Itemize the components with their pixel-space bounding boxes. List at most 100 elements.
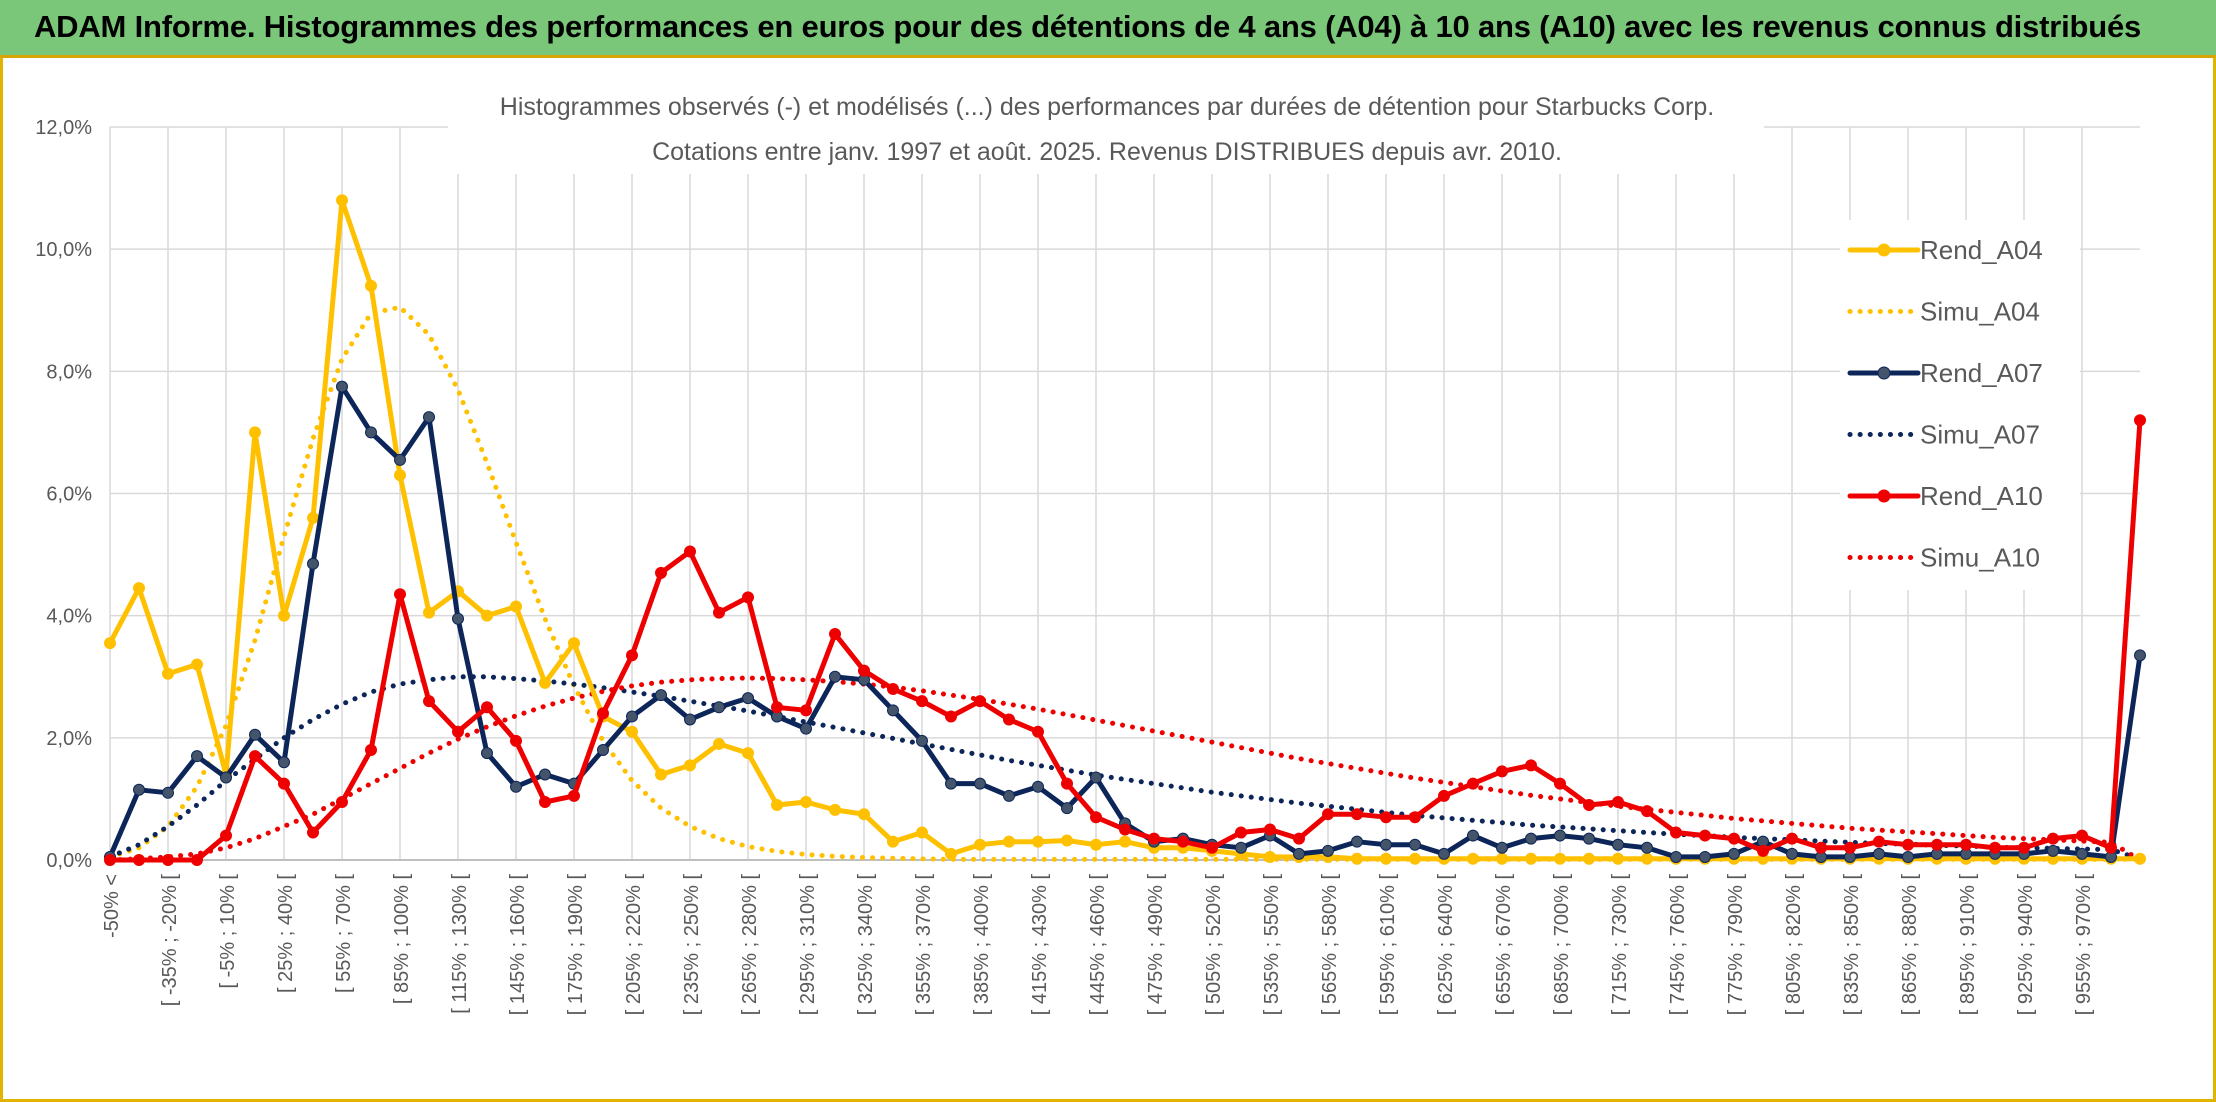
data-point (2134, 852, 2146, 865)
data-point (887, 835, 899, 848)
data-point (1670, 850, 1682, 863)
data-point (916, 826, 928, 839)
series-line-simu-a10 (107, 675, 2143, 863)
data-point (1467, 829, 1479, 842)
data-point (307, 826, 319, 839)
data-point (365, 426, 377, 439)
data-point (1380, 838, 1392, 851)
data-point (1641, 841, 1653, 854)
data-point (307, 557, 319, 570)
data-point (539, 795, 551, 808)
data-point (713, 701, 725, 714)
data-point (945, 847, 957, 860)
data-point (1815, 841, 1827, 854)
data-point (742, 747, 754, 760)
data-point (1032, 725, 1044, 738)
x-tick-label: [ 175% ; 190% [ (565, 874, 587, 1016)
data-point (1235, 841, 1247, 854)
data-point (858, 808, 870, 821)
legend-background (1840, 220, 2080, 590)
x-tick-label: [ 55% ; 70% [ (333, 874, 355, 993)
data-point (1496, 765, 1508, 778)
data-point (1090, 771, 1102, 784)
data-point (423, 606, 435, 619)
x-tick-label: [ 475% ; 490% [ (1145, 874, 1167, 1016)
data-point (510, 600, 522, 613)
x-tick-label: [ 205% ; 220% [ (623, 874, 645, 1016)
data-point (1873, 847, 1885, 860)
data-point (1989, 841, 2001, 854)
title-background (448, 82, 1764, 174)
x-tick-label: [ 715% ; 730% [ (1609, 874, 1631, 1016)
data-point (2105, 841, 2117, 854)
data-point (249, 426, 261, 439)
y-tick-label: 10,0% (35, 239, 92, 261)
data-point (568, 637, 580, 650)
data-point (1873, 835, 1885, 848)
y-tick-label: 4,0% (46, 606, 92, 628)
data-point (1960, 838, 1972, 851)
data-point (278, 777, 290, 790)
legend-marker (1877, 243, 1891, 257)
data-point (1119, 823, 1131, 836)
data-point (1206, 841, 1218, 854)
data-point (2134, 414, 2146, 427)
data-point (481, 609, 493, 622)
data-point (1467, 777, 1479, 790)
data-point (1148, 832, 1160, 845)
data-point (742, 591, 754, 604)
data-point (684, 759, 696, 772)
data-point (974, 777, 986, 790)
data-point (1612, 795, 1624, 808)
data-point (626, 649, 638, 662)
data-point (945, 710, 957, 723)
data-point (162, 786, 174, 799)
data-point (713, 606, 725, 619)
data-point (162, 854, 174, 866)
data-point (1380, 852, 1392, 865)
chart-subtitle: Cotations entre janv. 1997 et août. 2025… (652, 138, 1562, 166)
data-point (1032, 835, 1044, 848)
y-axis: 0,0% 2,0% 4,0% 6,0% 8,0% 10,0% 12,0% (35, 117, 92, 872)
data-point (2134, 649, 2146, 662)
y-tick-label: 6,0% (46, 484, 92, 506)
legend: Rend_A04 Simu_A04 Rend_A07 Simu_A07 Rend_A10… (1840, 220, 2080, 590)
data-point (945, 777, 957, 790)
x-tick-label: [ 325% ; 340% [ (855, 874, 877, 1016)
data-point (1525, 759, 1537, 772)
data-point (626, 710, 638, 723)
x-tick-label: [ 115% ; 130% [ (449, 874, 471, 1014)
data-point (278, 756, 290, 769)
data-point (133, 783, 145, 796)
data-point (1351, 808, 1363, 821)
data-point (713, 737, 725, 750)
data-point (452, 725, 464, 738)
x-tick-label: [ 385% ; 400% [ (971, 874, 993, 1016)
chart-frame (0, 58, 2216, 1102)
data-point (394, 453, 406, 466)
data-point (916, 734, 928, 747)
data-point (1641, 805, 1653, 818)
data-point (1699, 829, 1711, 842)
data-point (539, 768, 551, 781)
data-point (1786, 847, 1798, 860)
data-point (452, 612, 464, 625)
data-point (365, 279, 377, 292)
data-point (1583, 852, 1595, 865)
x-tick-label: [ 265% ; 280% [ (739, 874, 761, 1016)
data-point (1699, 850, 1711, 863)
x-tick-label: [ -35% ; -20% [ (159, 874, 181, 1007)
data-point (1351, 835, 1363, 848)
data-point (684, 713, 696, 726)
data-point (1583, 799, 1595, 812)
data-point (1525, 832, 1537, 845)
data-point (1786, 832, 1798, 845)
x-tick-label: [ 535% ; 550% [ (1261, 874, 1283, 1016)
x-tick-label: [ 505% ; 520% [ (1203, 874, 1225, 1016)
data-point (1554, 852, 1566, 865)
data-point (1351, 852, 1363, 865)
legend-label: Simu_A07 (1920, 420, 2040, 450)
x-tick-label: [ 295% ; 310% [ (797, 874, 819, 1016)
data-point (829, 670, 841, 683)
data-point (481, 747, 493, 760)
